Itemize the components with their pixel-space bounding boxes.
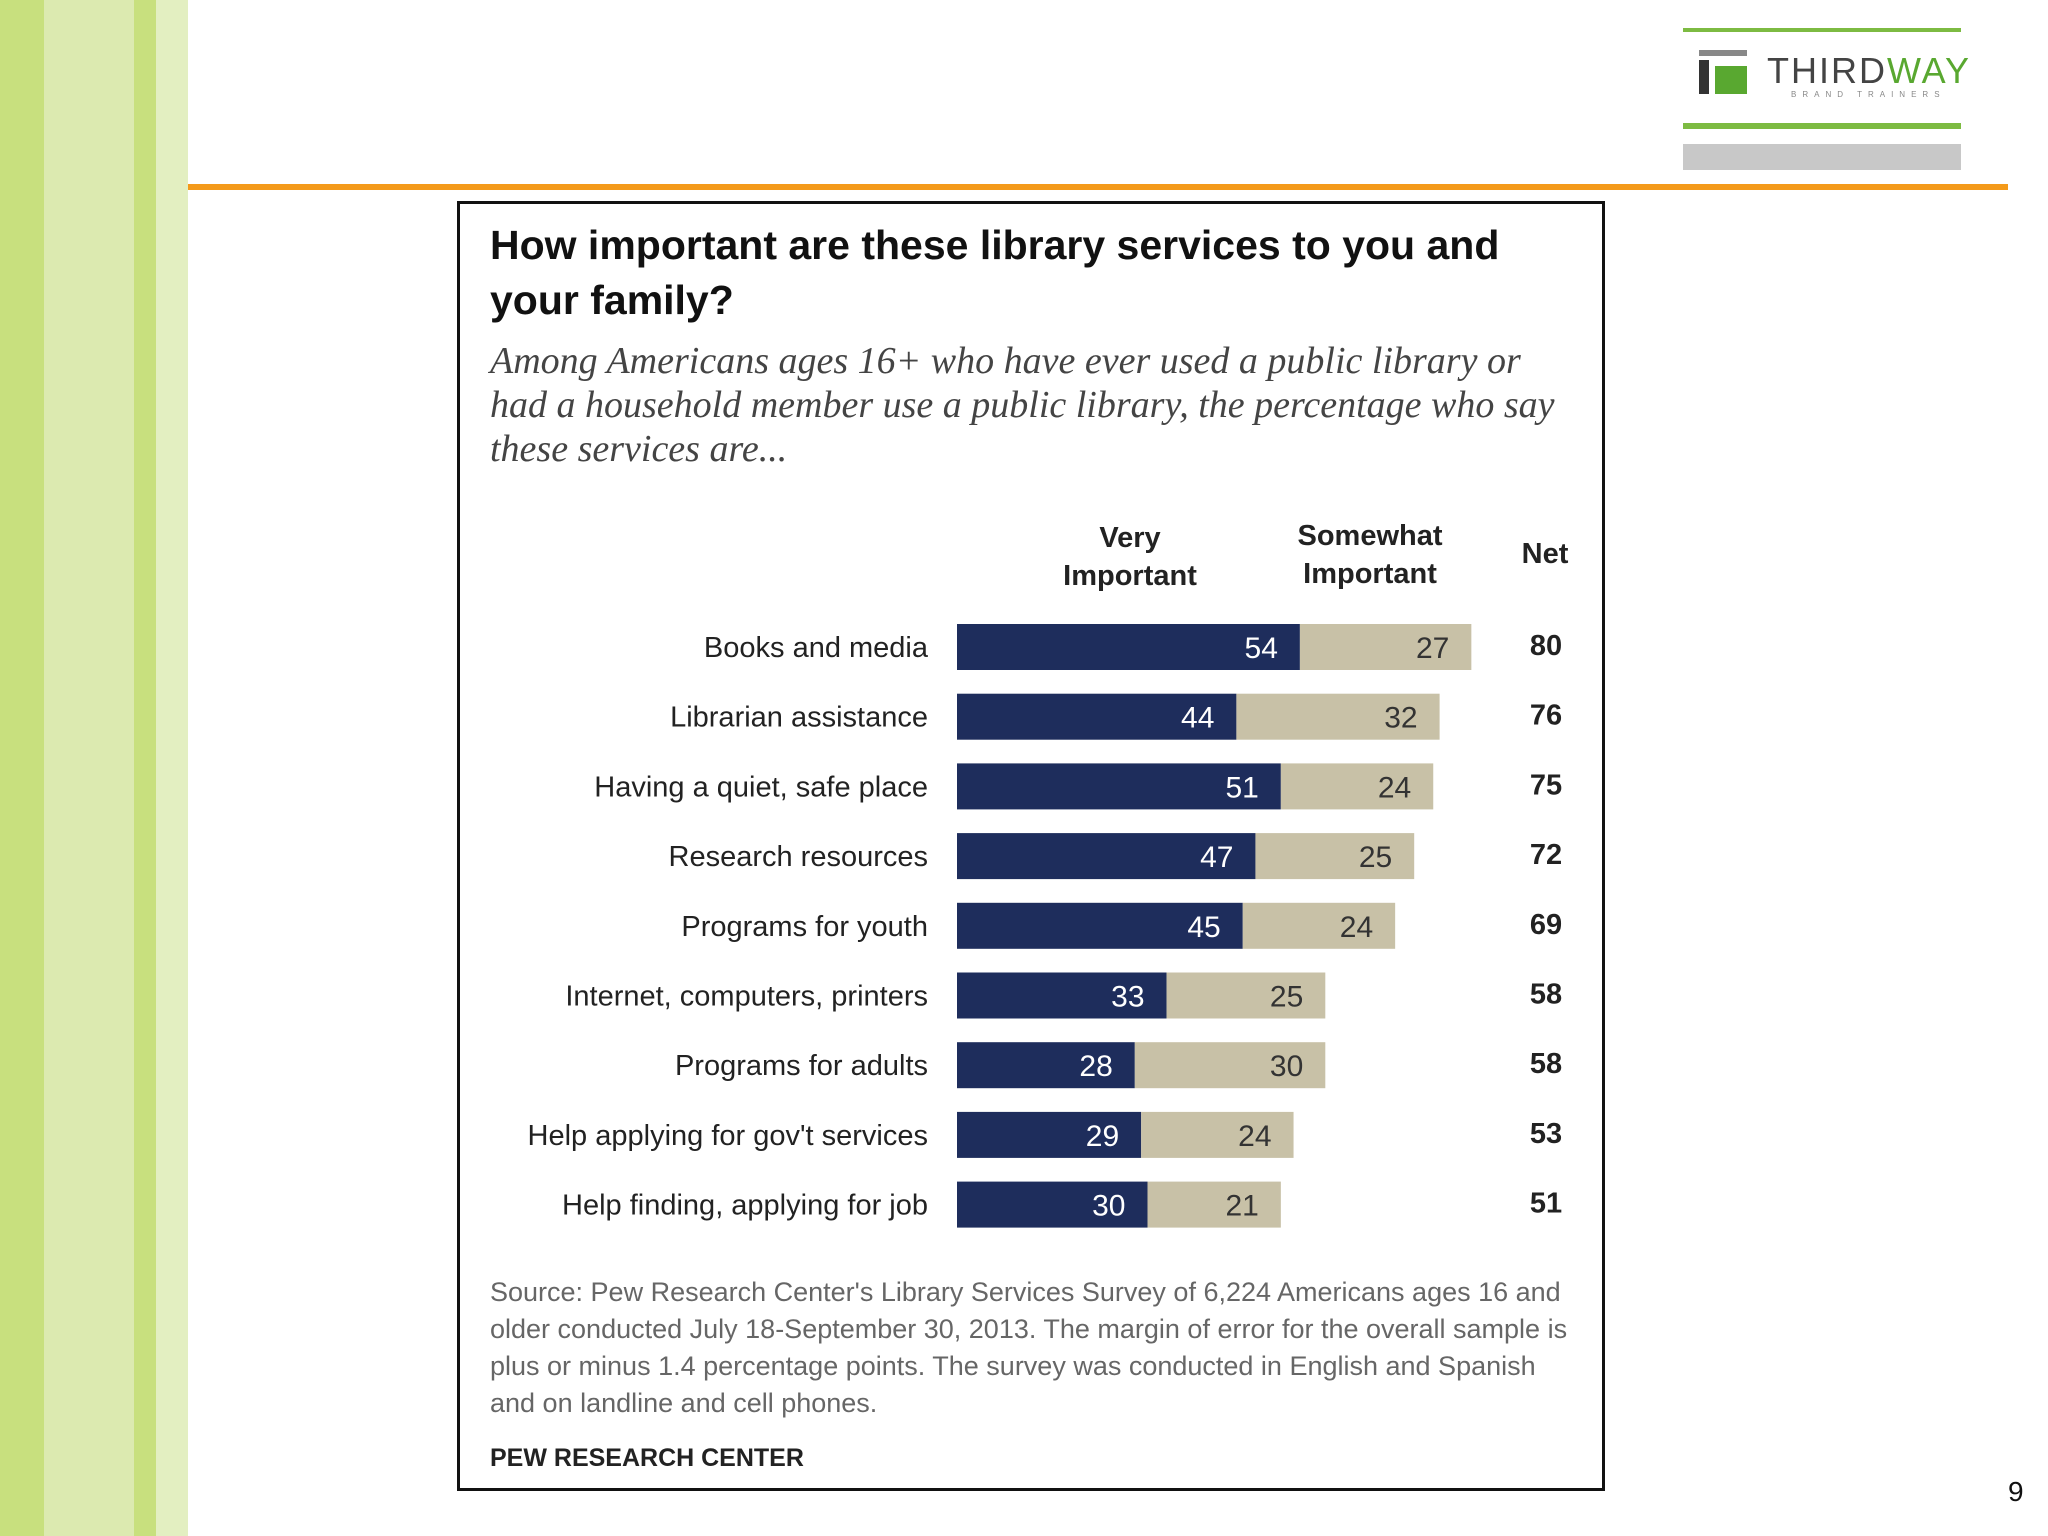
bar-very-important <box>957 693 1237 740</box>
category-label: Research resources <box>669 841 929 873</box>
value-label-somewhat: 21 <box>1225 1190 1258 1223</box>
bar-somewhat-important <box>1255 833 1415 880</box>
decor-stripe-2 <box>44 0 134 1536</box>
category-label: Having a quiet, safe place <box>594 771 928 803</box>
bar-somewhat-important <box>1147 1181 1281 1228</box>
value-label-somewhat: 30 <box>1270 1050 1303 1083</box>
net-value: 69 <box>1530 909 1562 941</box>
bar-somewhat-important <box>1299 624 1472 670</box>
bar-very-important <box>957 763 1281 810</box>
net-value: 72 <box>1530 839 1562 871</box>
logo-tagline: BRAND TRAINERS <box>1791 90 1946 99</box>
chart-subtitle: Among Americans ages 16+ who have ever u… <box>490 340 1555 470</box>
net-value: 53 <box>1530 1118 1562 1150</box>
chart-title: How important are these library services… <box>490 222 1500 323</box>
value-label-very: 29 <box>1086 1120 1119 1153</box>
logo-top-line <box>1683 28 1961 32</box>
category-label: Internet, computers, printers <box>565 981 928 1013</box>
chart-panel: How important are these library services… <box>457 201 1605 1491</box>
value-label-somewhat: 24 <box>1378 771 1411 804</box>
net-value: 58 <box>1530 1048 1562 1080</box>
decor-stripe-4 <box>156 0 188 1536</box>
bar-very-important <box>957 1111 1142 1158</box>
bar-very-important <box>957 972 1167 1019</box>
bar-very-important <box>957 1181 1148 1228</box>
net-value: 80 <box>1530 630 1562 662</box>
net-value: 58 <box>1530 979 1562 1011</box>
bar-very-important <box>957 1042 1135 1089</box>
logo-mark-green <box>1715 66 1747 94</box>
value-label-somewhat: 25 <box>1270 981 1303 1014</box>
source-note: Source: Pew Research Center's Library Se… <box>490 1277 1568 1418</box>
header-rule <box>188 184 2008 190</box>
thirdway-logo: THIRDWAY BRAND TRAINERS <box>1683 28 1969 173</box>
value-label-somewhat: 27 <box>1416 632 1449 665</box>
bar-somewhat-important <box>1242 902 1396 949</box>
column-header-very: Very Important <box>1063 522 1197 592</box>
column-header-somewhat: Somewhat Important <box>1297 520 1443 590</box>
bar-somewhat-important <box>1280 763 1434 810</box>
category-label: Help finding, applying for job <box>562 1190 928 1222</box>
value-label-somewhat: 24 <box>1238 1120 1271 1153</box>
category-label: Books and media <box>704 632 929 664</box>
logo-mark-dark <box>1699 60 1709 94</box>
value-label-very: 51 <box>1225 771 1258 804</box>
decor-stripe-3 <box>134 0 156 1536</box>
bar-somewhat-important <box>1141 1111 1294 1158</box>
value-label-very: 30 <box>1092 1190 1125 1223</box>
stacked-bar-chart: Books and media 54 27 80 Librarian assistanc… <box>528 624 1562 1228</box>
pew-brand: PEW RESEARCH CENTER <box>490 1444 804 1472</box>
category-label: Help applying for gov't services <box>528 1120 928 1152</box>
value-label-very: 54 <box>1245 632 1278 665</box>
column-header-net: Net <box>1521 538 1569 570</box>
page-number: 9 <box>2008 1476 2024 1507</box>
bar-very-important <box>957 902 1243 949</box>
value-label-somewhat: 32 <box>1384 702 1417 735</box>
net-value: 75 <box>1530 769 1562 801</box>
bar-somewhat-important <box>1134 1042 1326 1089</box>
value-label-very: 44 <box>1181 702 1214 735</box>
value-label-very: 28 <box>1079 1050 1112 1083</box>
value-label-very: 33 <box>1111 981 1144 1014</box>
logo-bottom-line <box>1683 123 1961 129</box>
bar-very-important <box>957 833 1256 880</box>
value-label-somewhat: 25 <box>1359 841 1392 874</box>
logo-mark-bar <box>1699 50 1747 56</box>
net-value: 76 <box>1530 700 1562 732</box>
category-label: Programs for adults <box>675 1050 928 1082</box>
logo-word-way: WAY <box>1887 50 1971 91</box>
logo-grey-bar <box>1683 144 1961 170</box>
value-label-somewhat: 24 <box>1340 911 1373 944</box>
category-label: Librarian assistance <box>670 702 928 734</box>
logo-wordmark: THIRDWAY <box>1767 50 1971 92</box>
net-value: 51 <box>1530 1188 1562 1220</box>
logo-word-third: THIRD <box>1767 50 1887 91</box>
decor-stripe-1 <box>0 0 44 1536</box>
bar-very-important <box>957 624 1300 670</box>
value-label-very: 45 <box>1187 911 1220 944</box>
value-label-very: 47 <box>1200 841 1233 874</box>
category-label: Programs for youth <box>681 911 928 943</box>
bar-somewhat-important <box>1236 693 1440 740</box>
bar-somewhat-important <box>1166 972 1326 1019</box>
